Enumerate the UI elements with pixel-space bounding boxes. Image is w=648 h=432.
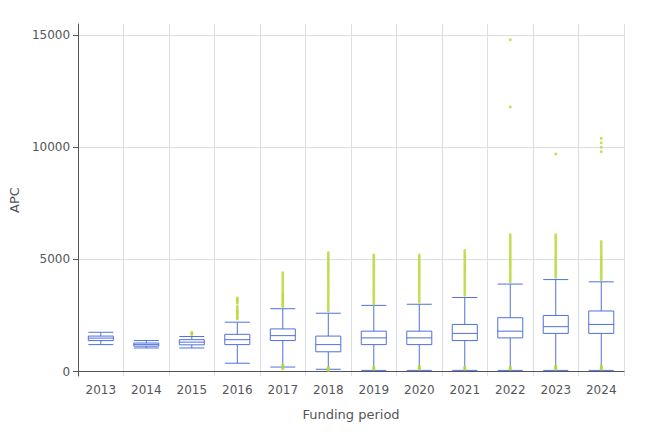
svg-text:Funding period: Funding period — [302, 407, 399, 422]
svg-text:APC: APC — [7, 187, 22, 213]
svg-text:2020: 2020 — [404, 383, 435, 397]
svg-text:2015: 2015 — [177, 383, 208, 397]
svg-text:2018: 2018 — [313, 383, 344, 397]
svg-text:15000: 15000 — [32, 28, 70, 42]
svg-text:2013: 2013 — [86, 383, 117, 397]
svg-text:10000: 10000 — [32, 140, 70, 154]
svg-text:2024: 2024 — [586, 383, 617, 397]
svg-text:5000: 5000 — [40, 252, 71, 266]
svg-text:2022: 2022 — [495, 383, 526, 397]
svg-text:0: 0 — [62, 365, 70, 379]
svg-text:2016: 2016 — [222, 383, 253, 397]
svg-text:2021: 2021 — [449, 383, 480, 397]
svg-text:2014: 2014 — [131, 383, 162, 397]
svg-text:2019: 2019 — [359, 383, 390, 397]
svg-text:2017: 2017 — [268, 383, 299, 397]
svg-text:2023: 2023 — [540, 383, 571, 397]
